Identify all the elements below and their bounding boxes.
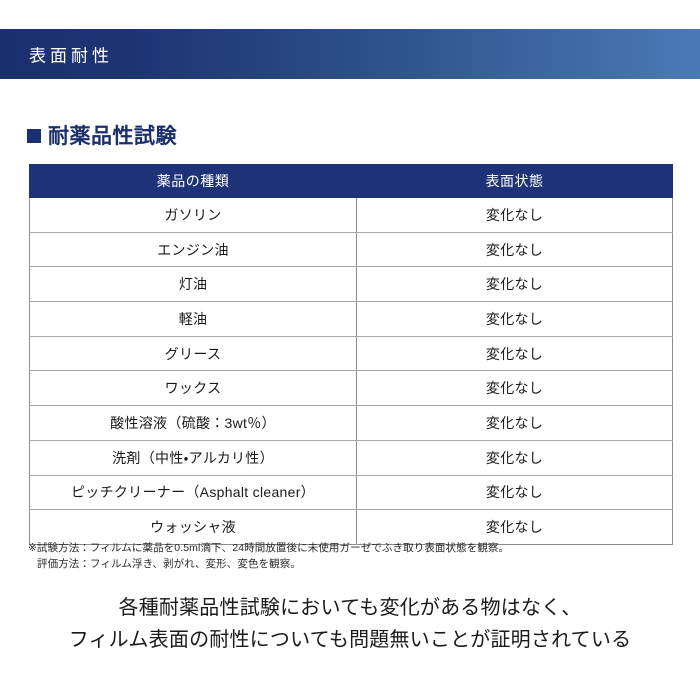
- table-row: ワックス 変化なし: [29, 370, 673, 407]
- chemical-resistance-table: 薬品の種類 表面状態 ガソリン 変化なし エンジン油 変化なし 灯油 変化なし …: [29, 164, 673, 545]
- header-banner: 表面耐性: [0, 29, 700, 79]
- cell-surface-state: 変化なし: [356, 197, 673, 233]
- cell-chemical-name: エンジン油: [29, 231, 357, 268]
- table-row: ガソリン 変化なし: [29, 197, 673, 233]
- section-heading: 耐薬品性試験: [27, 120, 177, 150]
- cell-surface-state: 変化なし: [356, 370, 673, 407]
- cell-chemical-name: ピッチクリーナー（Asphalt cleaner）: [29, 474, 357, 511]
- column-header-surface-state: 表面状態: [356, 164, 673, 198]
- table-row: 軽油 変化なし: [29, 301, 673, 337]
- column-header-chemical-type: 薬品の種類: [29, 164, 357, 198]
- cell-chemical-name: 洗剤（中性・アルカリ性）: [29, 439, 357, 476]
- cell-chemical-name: ウォッシャ液: [29, 509, 357, 545]
- table-row: グリース 変化なし: [29, 335, 673, 372]
- cell-surface-state: 変化なし: [356, 266, 673, 303]
- cell-surface-state: 変化なし: [356, 231, 673, 268]
- cell-chemical-name: グリース: [29, 335, 357, 372]
- cell-surface-state: 変化なし: [356, 405, 673, 441]
- cell-chemical-name: 灯油: [29, 266, 357, 303]
- cell-chemical-name: ガソリン: [29, 197, 357, 233]
- footnote-evaluation-method: 評価方法：フィルム浮き、剥がれ、変形、変色を観察。: [37, 558, 301, 571]
- cell-chemical-name: ワックス: [29, 370, 357, 407]
- footnotes: ※試験方法：フィルムに薬品を0.5ml滴下、24時間放置後に未使用ガーゼでふき取…: [28, 540, 509, 573]
- table-row: ピッチクリーナー（Asphalt cleaner） 変化なし: [29, 474, 673, 511]
- cell-surface-state: 変化なし: [356, 509, 673, 545]
- table-row: 酸性溶液（硫酸：3wt％） 変化なし: [29, 405, 673, 441]
- cell-chemical-name: 軽油: [29, 301, 357, 337]
- cell-surface-state: 変化なし: [356, 301, 673, 337]
- square-bullet-icon: [27, 129, 41, 143]
- table-row: 灯油 変化なし: [29, 266, 673, 303]
- table-row: 洗剤（中性・アルカリ性） 変化なし: [29, 439, 673, 476]
- cell-surface-state: 変化なし: [356, 335, 673, 372]
- table-row: ウォッシャ液 変化なし: [29, 509, 673, 545]
- conclusion-line-1: 各種耐薬品性試験においても変化がある物はなく、: [118, 597, 582, 619]
- cell-surface-state: 変化なし: [356, 474, 673, 511]
- cell-surface-state: 変化なし: [356, 439, 673, 476]
- table-header-row: 薬品の種類 表面状態: [29, 164, 673, 198]
- cell-chemical-name: 酸性溶液（硫酸：3wt％）: [29, 405, 357, 441]
- page-title: 表面耐性: [29, 46, 113, 66]
- section-heading-label: 耐薬品性試験: [48, 125, 177, 148]
- conclusion-line-2: フィルム表面の耐性についても問題無いことが証明されている: [68, 629, 632, 652]
- conclusion-text: 各種耐薬品性試験においても変化がある物はなく、 フィルム表面の耐性についても問題…: [0, 592, 700, 657]
- footnote-test-method: ※試験方法：フィルムに薬品を0.5ml滴下、24時間放置後に未使用ガーゼでふき取…: [28, 542, 510, 554]
- table-row: エンジン油 変化なし: [29, 231, 673, 268]
